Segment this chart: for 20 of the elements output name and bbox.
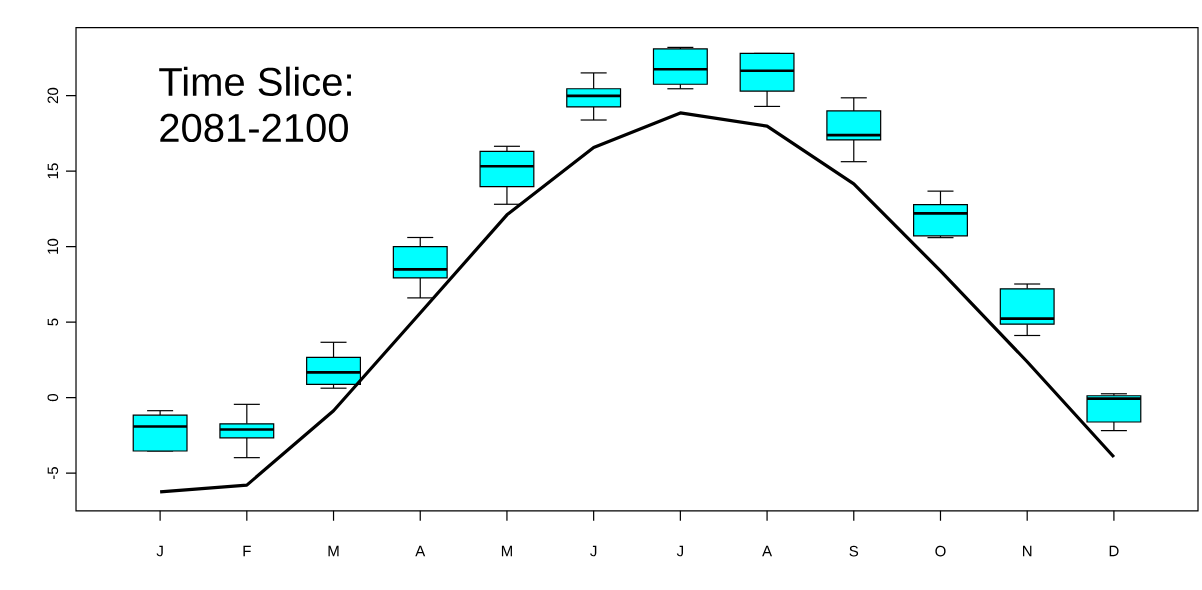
annotation: Time Slice: (159, 66, 351, 97)
x-tick-label: F (243, 545, 251, 557)
x-tick-label: S (849, 545, 859, 557)
y-tick-label: 15 (47, 163, 59, 179)
y-tick-label: 0 (47, 393, 59, 402)
x-tick-label: J (156, 545, 163, 557)
x-tick-label: A (415, 545, 426, 557)
x-tick-label: N (1023, 545, 1032, 557)
y-tick-label: 10 (47, 238, 59, 254)
y-tick-label: -5 (47, 467, 59, 480)
annotation: 2081-2100 (160, 113, 348, 143)
x-tick-label: J (590, 545, 597, 557)
y-tick-label: 20 (47, 87, 59, 104)
x-tick-label: A (762, 545, 773, 557)
x-tick-label: J (676, 545, 684, 557)
y-tick-label: 5 (47, 318, 59, 326)
x-tick-label: M (501, 545, 512, 557)
x-tick-label: D (1109, 545, 1119, 557)
x-tick-label: M (328, 545, 339, 557)
x-tick-label: O (935, 545, 946, 557)
